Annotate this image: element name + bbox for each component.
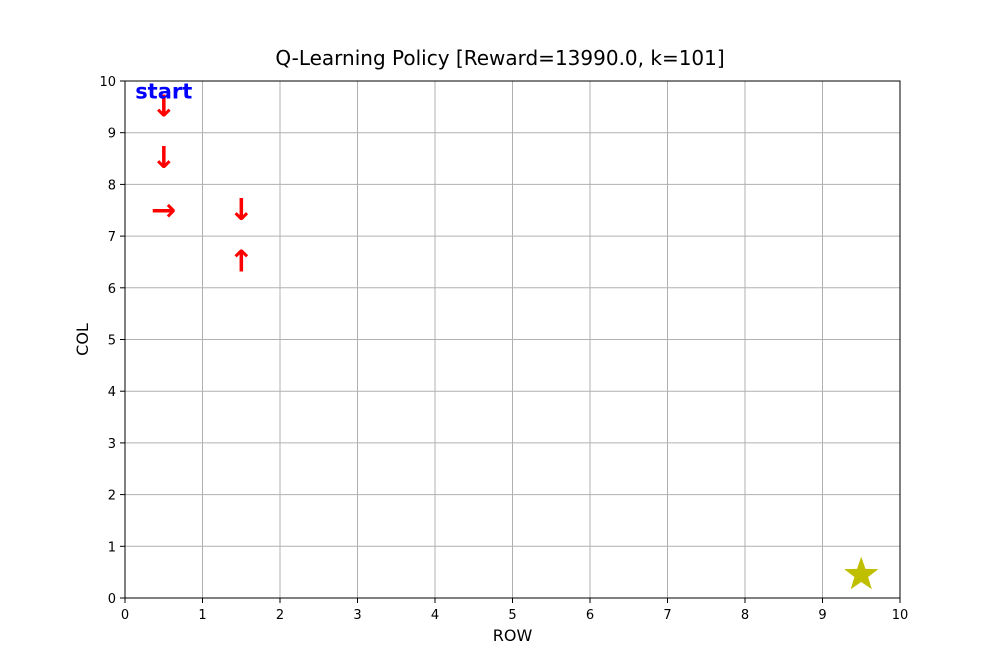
policy-arrow-down: ↓ — [151, 141, 176, 176]
x-tick-label: 3 — [353, 608, 361, 623]
x-tick-label: 0 — [121, 608, 129, 623]
y-tick-label: 5 — [108, 334, 116, 349]
y-tick-label: 10 — [99, 75, 116, 90]
y-tick-label: 9 — [108, 127, 116, 142]
policy-arrow-right: → — [151, 193, 176, 228]
x-tick-label: 1 — [198, 608, 206, 623]
y-tick-label: 8 — [108, 178, 116, 193]
y-tick-label: 4 — [108, 385, 116, 400]
x-tick-label: 5 — [508, 608, 516, 623]
plot-frame — [124, 80, 901, 599]
x-tick-label: 7 — [663, 608, 671, 623]
x-tick-label: 8 — [741, 608, 749, 623]
y-axis-label: COL — [73, 323, 92, 356]
y-tick-label: 3 — [108, 437, 116, 452]
x-tick-label: 9 — [818, 608, 826, 623]
y-tick-label: 2 — [108, 489, 116, 504]
start-label: start — [135, 79, 192, 103]
x-tick-label: 2 — [276, 608, 284, 623]
chart-title: Q-Learning Policy [Reward=13990.0, k=101… — [275, 46, 724, 70]
axis-ticks: 0 1 2 3 4 5 6 7 8 9 10 0 1 2 3 4 5 6 7 8 9 10 — [99, 75, 908, 623]
goal-star-marker — [844, 556, 879, 590]
y-tick-label: 7 — [108, 230, 116, 245]
policy-marks: ↓ ↓ → ↓ ↑ start — [135, 79, 879, 590]
policy-arrow-up: ↑ — [229, 244, 254, 279]
y-tick-label: 1 — [108, 540, 116, 555]
y-tick-label: 0 — [108, 592, 116, 607]
y-tick-label: 6 — [108, 282, 116, 297]
x-axis-label: ROW — [493, 626, 533, 645]
x-tick-label: 6 — [586, 608, 594, 623]
x-tick-label: 4 — [431, 608, 439, 623]
policy-arrow-down: ↓ — [229, 193, 254, 228]
x-tick-label: 10 — [892, 608, 909, 623]
policy-arrow-down: ↓ — [151, 89, 176, 124]
